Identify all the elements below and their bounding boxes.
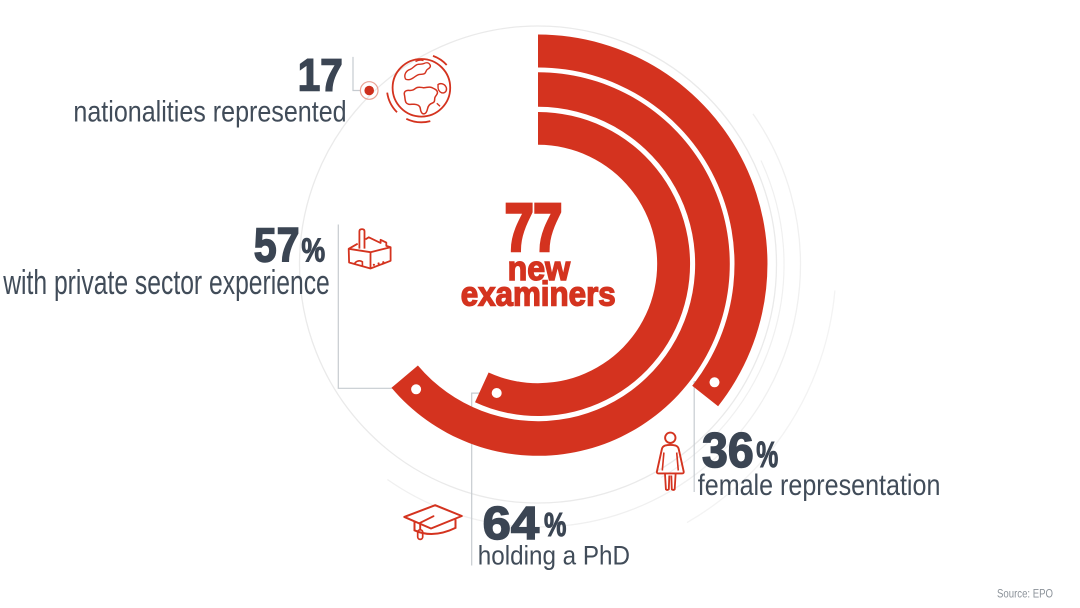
svg-text:%: % — [301, 231, 325, 268]
svg-text:77: 77 — [505, 191, 562, 265]
svg-text:examiners: examiners — [461, 275, 616, 313]
svg-text:new: new — [508, 250, 571, 288]
svg-text:64: 64 — [483, 497, 540, 549]
svg-text:%: % — [544, 507, 566, 544]
svg-text:with private sector experience: with private sector experience — [2, 264, 329, 302]
svg-text:Source: EPO: Source: EPO — [997, 589, 1053, 601]
svg-text:female representation: female representation — [698, 469, 941, 502]
svg-text:%: % — [756, 435, 778, 475]
svg-text:36: 36 — [702, 424, 754, 478]
svg-text:17: 17 — [298, 49, 343, 100]
svg-text:57: 57 — [254, 219, 300, 273]
svg-text:nationalities represented: nationalities represented — [73, 96, 346, 129]
svg-text:holding a PhD: holding a PhD — [478, 540, 630, 571]
